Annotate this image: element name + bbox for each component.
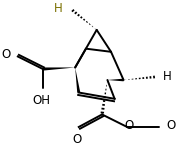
Text: O: O (1, 48, 11, 61)
Text: H: H (54, 2, 63, 15)
Polygon shape (75, 67, 80, 93)
Text: O: O (124, 119, 134, 132)
Text: O: O (167, 119, 176, 132)
Text: O: O (72, 133, 82, 146)
Text: OH: OH (32, 94, 50, 107)
Polygon shape (43, 67, 75, 71)
Polygon shape (107, 79, 124, 81)
Text: H: H (163, 70, 172, 83)
